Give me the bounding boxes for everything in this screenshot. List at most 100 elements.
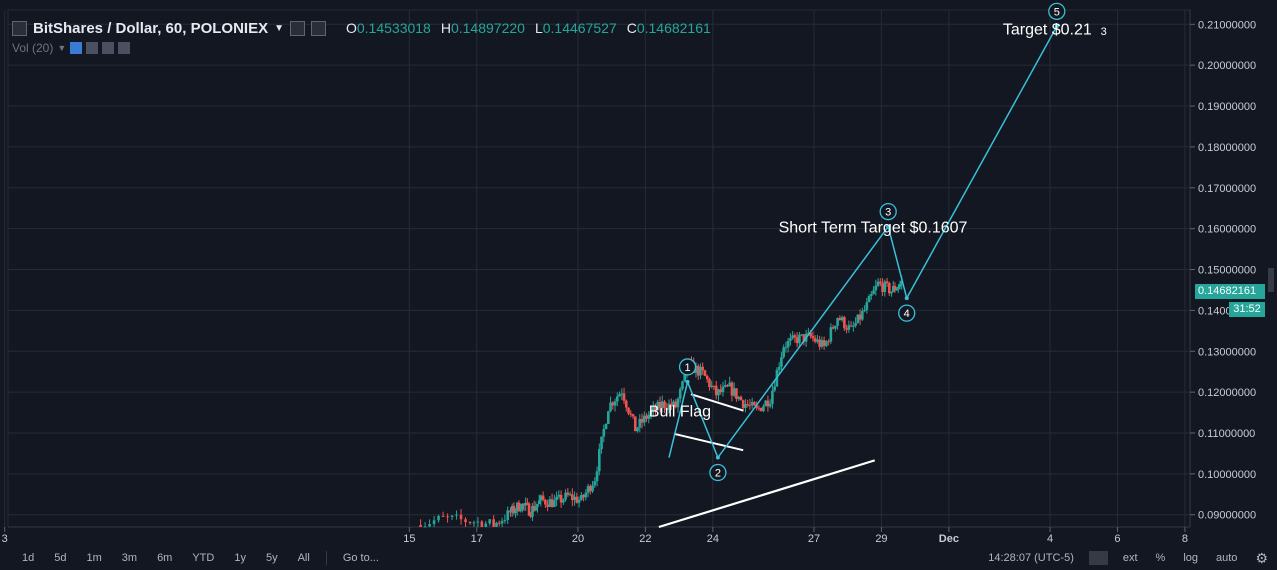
candle-body xyxy=(856,314,860,324)
candle-body xyxy=(730,382,734,396)
candle-body xyxy=(701,366,705,371)
chevron-down-icon[interactable]: ▼ xyxy=(57,43,67,53)
symbol-title[interactable]: BitShares / Dollar, 60, POLONIEX xyxy=(33,19,269,37)
timeframe-5d[interactable]: 5d xyxy=(54,552,67,564)
wave-vertex xyxy=(715,455,720,460)
candle-body xyxy=(703,370,707,376)
timeframe-1y[interactable]: 1y xyxy=(234,552,246,564)
candle-body xyxy=(852,325,855,327)
candle-body xyxy=(529,515,533,517)
price-tick-label: 0.10000000 xyxy=(1198,469,1256,481)
candle-body xyxy=(550,499,554,507)
add-icon[interactable] xyxy=(102,42,115,54)
candle-body xyxy=(577,499,581,503)
clock[interactable]: 14:28:07 (UTC-5) xyxy=(988,552,1074,564)
candle-body xyxy=(818,339,821,347)
log-toggle[interactable]: log xyxy=(1183,552,1199,564)
ohlc-key-close: C xyxy=(626,20,637,36)
candle-body xyxy=(627,407,630,414)
timeframe-5y[interactable]: 5y xyxy=(265,552,278,564)
price-tick-label: 0.09000000 xyxy=(1198,510,1256,522)
candle-body xyxy=(656,401,660,411)
candle-body xyxy=(721,386,725,393)
candle-body xyxy=(726,385,729,387)
candle-body xyxy=(674,401,678,408)
candle-body xyxy=(891,285,895,292)
candle-body xyxy=(847,325,851,330)
timeframe-6m[interactable]: 6m xyxy=(157,552,173,564)
timeframe-ytd[interactable]: YTD xyxy=(192,552,215,564)
timeframe-3m[interactable]: 3m xyxy=(121,552,138,564)
eye-icon[interactable] xyxy=(70,42,83,54)
candle-body xyxy=(762,406,765,412)
candle-body xyxy=(757,407,761,409)
candle-body xyxy=(771,390,774,404)
candle-body xyxy=(739,396,743,401)
ohlc-open: 0.14533018 xyxy=(356,20,431,36)
candle-body xyxy=(488,519,492,524)
chart-grid xyxy=(4,9,1191,528)
candle-body xyxy=(517,502,521,512)
candle-body xyxy=(537,500,541,504)
ext-toggle[interactable]: ext xyxy=(1122,552,1138,564)
percent-toggle[interactable]: % xyxy=(1155,552,1166,564)
collapse-icon[interactable] xyxy=(12,20,27,36)
candle-body xyxy=(598,449,601,472)
candle-body xyxy=(600,436,603,450)
candle-body xyxy=(667,403,671,410)
candle-body xyxy=(651,406,655,411)
candle-body xyxy=(636,427,639,432)
candle-body xyxy=(829,327,833,342)
scroll-handle[interactable] xyxy=(1268,268,1274,292)
candle-body xyxy=(640,418,644,423)
timeframe-1m[interactable]: 1m xyxy=(86,552,102,564)
price-tick-label: 0.20000000 xyxy=(1198,60,1256,72)
candle-body xyxy=(663,401,666,409)
settings-icon[interactable] xyxy=(289,20,305,36)
candle-body xyxy=(748,404,752,406)
price-series xyxy=(419,275,903,528)
toolbar-divider xyxy=(1088,551,1108,565)
candle-body xyxy=(432,520,436,524)
candle-body xyxy=(888,283,891,294)
candle-body xyxy=(521,503,524,510)
candle-body xyxy=(446,516,449,518)
candle-body xyxy=(876,281,880,286)
price-tick-label: 0.11000000 xyxy=(1198,428,1255,440)
candle-body xyxy=(441,515,445,517)
candle-body xyxy=(582,494,585,498)
settings-icon[interactable]: ⚙ xyxy=(1255,549,1268,566)
close-icon[interactable] xyxy=(118,42,131,54)
candle-body xyxy=(428,523,431,527)
candle-body xyxy=(768,403,772,407)
settings-icon[interactable] xyxy=(86,42,99,54)
candle-body xyxy=(624,400,628,408)
timeframe-all[interactable]: All xyxy=(297,552,310,564)
timeframe-1d[interactable]: 1d xyxy=(22,552,35,564)
chevron-down-icon[interactable]: ▼ xyxy=(274,22,284,34)
candle-body xyxy=(732,388,736,396)
ohlc-high: 0.14897220 xyxy=(450,20,525,36)
candle-body xyxy=(728,382,732,387)
candle-body xyxy=(638,418,642,428)
candle-body xyxy=(813,338,817,342)
candle-body xyxy=(615,396,619,402)
candle-body xyxy=(699,366,702,376)
volume-label[interactable]: Vol (20) xyxy=(12,41,54,55)
auto-toggle[interactable]: auto xyxy=(1216,552,1238,564)
ohlc-values: O0.14533018 H0.14897220 L0.14467527 C0.1… xyxy=(346,20,711,36)
flag-lower-line xyxy=(673,432,744,452)
candle-body xyxy=(825,341,828,346)
candle-body xyxy=(822,340,826,346)
candle-body xyxy=(737,396,740,399)
time-tick-label: 8 xyxy=(1182,533,1188,545)
gear-icon[interactable] xyxy=(310,20,326,36)
candle-body xyxy=(575,496,579,503)
candle-body xyxy=(620,393,624,395)
candle-body xyxy=(622,393,626,401)
time-tick-label: Dec xyxy=(939,533,959,545)
candle-body xyxy=(834,325,837,329)
goto-button[interactable]: Go to... xyxy=(342,552,379,564)
ohlc-key-open: O xyxy=(345,20,357,36)
